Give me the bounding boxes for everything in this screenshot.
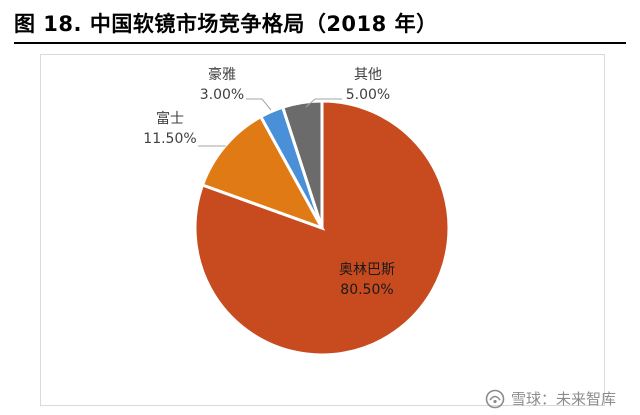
watermark: 雪球：未来智库 bbox=[485, 388, 616, 409]
leader-line-2 bbox=[246, 98, 272, 111]
title-underline bbox=[14, 42, 626, 44]
slice-value-1: 11.50% bbox=[143, 131, 196, 147]
snowball-logo-icon bbox=[485, 389, 505, 408]
slice-label-3: 其他 bbox=[354, 67, 382, 83]
leader-line-3 bbox=[305, 98, 342, 108]
slice-label-0: 奥林巴斯 bbox=[339, 261, 395, 278]
figure-title: 图 18. 中国软镜市场竞争格局（2018 年） bbox=[14, 12, 438, 36]
slice-value-3: 5.00% bbox=[346, 87, 390, 103]
pie-slice-3 bbox=[280, 99, 324, 229]
slice-value-0: 80.50% bbox=[340, 282, 393, 298]
slice-value-2: 3.00% bbox=[200, 87, 244, 103]
watermark-text: 雪球：未来智库 bbox=[510, 390, 616, 408]
slice-label-1: 富士 bbox=[156, 110, 184, 127]
chart-frame bbox=[40, 54, 605, 406]
slice-label-2: 豪雅 bbox=[208, 67, 236, 83]
